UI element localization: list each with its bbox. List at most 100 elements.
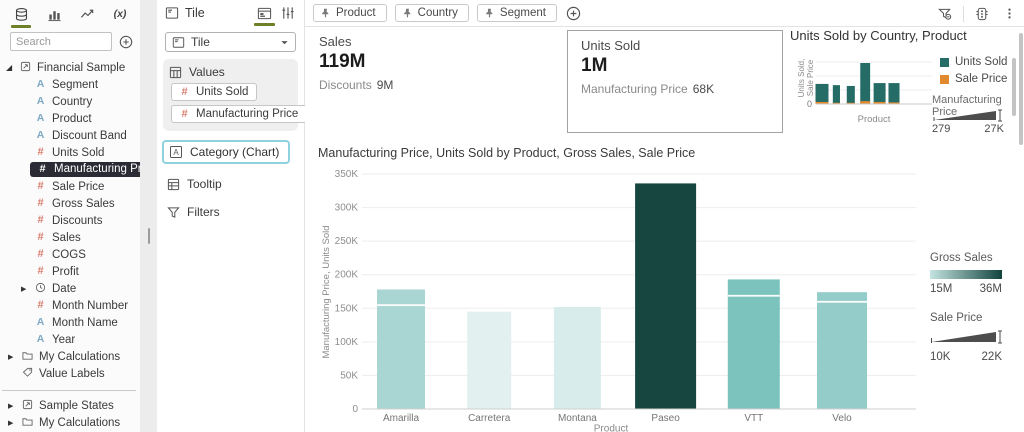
tile-sales[interactable]: Sales 119M Discounts 9M	[319, 34, 393, 92]
number-field-icon: #	[37, 214, 44, 226]
tile-units-sold[interactable]: Units Sold 1M Manufacturing Price 68K	[567, 30, 783, 133]
visualization-type-value: Tile	[191, 35, 210, 49]
tree-item-label: Month Name	[52, 316, 118, 329]
kebab-menu-icon[interactable]	[1000, 5, 1018, 23]
tree-item-cogs[interactable]: # COGS	[0, 246, 140, 263]
mini-bar-units-sold[interactable]	[846, 85, 855, 104]
mini-bar-sale-price[interactable]	[860, 101, 871, 104]
tree-item-label: Product	[52, 112, 92, 125]
tree-item-sale-price[interactable]: # Sale Price	[0, 178, 140, 195]
size-legend-min: 10K	[930, 351, 951, 363]
tile-icon	[165, 7, 179, 19]
tab-visualizations[interactable]	[45, 5, 63, 23]
tree-item-country[interactable]: A Country	[0, 93, 140, 110]
tab-calculations[interactable]: (x)	[111, 5, 129, 23]
tree-item-month-number[interactable]: # Month Number	[0, 297, 140, 314]
limit-values-funnel-icon[interactable]	[936, 5, 954, 23]
tree-item-gross-sales[interactable]: # Gross Sales	[0, 195, 140, 212]
tree-item-label: COGS	[52, 248, 86, 261]
search-input[interactable]	[10, 32, 112, 51]
x-axis-label: Product	[594, 424, 629, 432]
tree-item-segment[interactable]: A Segment	[0, 76, 140, 93]
values-drop-zone[interactable]: Values # Units Sold # Manufacturing Price	[163, 59, 308, 131]
mini-bar-sale-price[interactable]	[888, 102, 900, 104]
units-sold-swatch	[940, 57, 949, 67]
filters-drop-zone[interactable]: Filters	[167, 205, 296, 219]
color-legend-gradient	[930, 270, 1002, 279]
tree-item-product[interactable]: A Product	[0, 110, 140, 127]
value-chip-manufacturing-price[interactable]: # Manufacturing Price	[171, 105, 308, 123]
value-chip-units-sold[interactable]: # Units Sold	[171, 83, 258, 101]
sliders-icon	[281, 7, 294, 19]
size-legend-max: 22K	[981, 351, 1002, 363]
tree-item-month-name[interactable]: A Month Name	[0, 314, 140, 331]
visualization-type-select[interactable]: Tile	[165, 32, 296, 52]
filter-chip-segment[interactable]: Segment	[476, 4, 557, 22]
grammar-tab-button[interactable]	[254, 5, 275, 26]
kpi-value: 119M	[319, 51, 366, 72]
tree-item-sales[interactable]: # Sales	[0, 229, 140, 246]
tab-analytics[interactable]	[78, 5, 96, 23]
tree-item-sample-states[interactable]: ▶ Sample States	[0, 397, 140, 414]
bar-carretera[interactable]	[467, 311, 512, 409]
collapse-caret-icon[interactable]: ◢	[6, 63, 13, 72]
expand-caret-icon[interactable]: ▶	[8, 353, 14, 361]
tab-data[interactable]	[11, 5, 31, 28]
category-drop-zone[interactable]: A Category (Chart)	[162, 140, 291, 164]
tree-item-discounts[interactable]: # Discounts	[0, 212, 140, 229]
tree-item-label: My Calculations	[39, 416, 121, 429]
toolbar-separator	[963, 5, 964, 22]
tree-item-financial-sample[interactable]: ◢ Financial Sample	[0, 59, 140, 76]
tile-units-by-country-product[interactable]: Units Sold by Country, Product 0 Units So…	[790, 28, 1020, 142]
add-filter-icon[interactable]	[565, 4, 583, 22]
x-tick-label: Velo	[832, 413, 852, 424]
tile-scrollbar[interactable]	[1012, 58, 1016, 116]
number-field-icon: #	[37, 231, 44, 243]
mini-bar-units-sold[interactable]	[860, 63, 871, 104]
add-data-icon[interactable]	[118, 33, 134, 51]
mini-bar-units-sold[interactable]	[888, 83, 900, 104]
tree-item-manufacturing-price[interactable]: # Manufacturing Price	[0, 161, 164, 178]
expand-caret-icon[interactable]: ▶	[21, 285, 27, 293]
mini-bar-sale-price[interactable]	[832, 102, 840, 104]
tree-item-label: Manufacturing Price	[54, 163, 157, 175]
bar-velo[interactable]	[817, 292, 867, 409]
filter-chip-product[interactable]: Product	[313, 4, 387, 22]
splitter-handle[interactable]	[148, 228, 150, 244]
number-field-icon: #	[37, 248, 44, 260]
legend-label: Units Sold	[955, 56, 1008, 68]
tree-item-my-calculations[interactable]: ▶ My Calculations	[0, 414, 140, 431]
canvas-properties-icon[interactable]	[973, 5, 991, 23]
tree-item-units-sold[interactable]: # Units Sold	[0, 144, 140, 161]
bar-vtt[interactable]	[727, 279, 780, 409]
bar-montana[interactable]	[553, 306, 601, 409]
mini-bar-sale-price[interactable]	[873, 101, 886, 104]
tree-item-date[interactable]: ▶ Date	[0, 280, 140, 297]
expand-caret-icon[interactable]: ▶	[8, 419, 14, 427]
tree-item-my-calculations[interactable]: ▶ My Calculations	[0, 348, 140, 365]
tooltip-drop-zone[interactable]: Tooltip	[167, 177, 296, 191]
mini-bar-sale-price[interactable]	[846, 102, 855, 104]
tree-item-value-labels[interactable]: Value Labels	[0, 365, 140, 382]
tree-item-profit[interactable]: # Profit	[0, 263, 140, 280]
kpi-label: Units Sold	[581, 38, 641, 53]
mini-bar-units-sold[interactable]	[832, 85, 840, 104]
field-tree: ◢ Financial Sample A Segment A Country A Produc…	[0, 55, 164, 382]
page-scrollbar[interactable]	[1019, 33, 1023, 145]
settings-tab-button[interactable]	[279, 5, 296, 22]
bar-amarilla[interactable]	[377, 289, 425, 409]
number-field-icon: #	[37, 180, 44, 192]
mini-bar-sale-price[interactable]	[815, 101, 829, 104]
tree-item-discount-band[interactable]: A Discount Band	[0, 127, 140, 144]
tree-item-year[interactable]: A Year	[0, 331, 140, 348]
color-legend-label: Gross Sales	[930, 252, 993, 264]
bar-paseo[interactable]	[635, 183, 697, 409]
y-axis-label: Manufacturing Price, Units Sold	[321, 225, 332, 358]
filter-chip-country[interactable]: Country	[394, 4, 469, 22]
grammar-layout-icon	[257, 7, 272, 19]
y-tick-label: 100K	[335, 337, 359, 348]
panel-splitter[interactable]	[140, 0, 157, 432]
mini-bar-units-sold[interactable]	[873, 83, 886, 104]
mini-bar-units-sold[interactable]	[815, 83, 829, 104]
expand-caret-icon[interactable]: ▶	[8, 402, 14, 410]
